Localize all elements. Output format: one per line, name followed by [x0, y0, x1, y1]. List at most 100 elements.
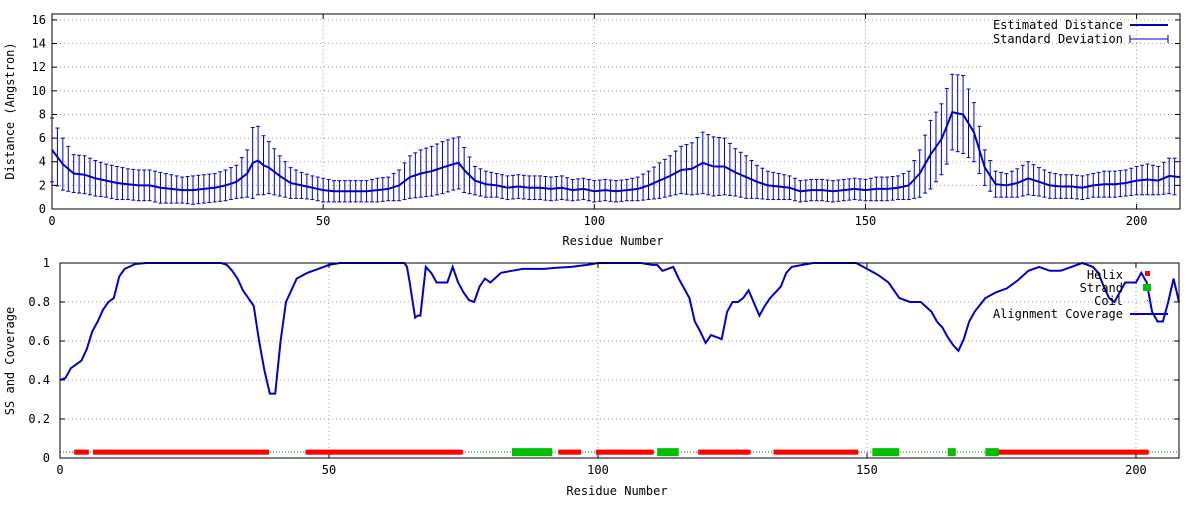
helix-marker-228 [1042, 449, 1047, 455]
helix-marker-257 [1120, 449, 1125, 455]
helix-marker-164 [717, 449, 722, 455]
coverage-legend: Helix Strand Coil Alignment Coverage [993, 268, 1168, 321]
helix-marker-14 [117, 449, 122, 455]
coverage-grid [60, 263, 1179, 458]
helix-marker-167 [725, 449, 730, 455]
helix-marker-123 [448, 449, 453, 455]
helix-marker-99 [383, 449, 388, 455]
helix-marker-72 [310, 449, 315, 455]
helix-marker-180 [784, 449, 789, 455]
helix-marker-127 [458, 449, 463, 455]
helix-marker-44 [197, 449, 202, 455]
distance-y-tick-label-5: 10 [32, 84, 46, 98]
coverage-y-axis-label: SS and Coverage [3, 307, 17, 415]
helix-marker-90 [359, 449, 364, 455]
helix-marker-142 [612, 449, 617, 455]
coverage-x-tick-label-1: 50 [322, 463, 336, 477]
helix-marker-33 [168, 449, 173, 455]
helix-marker-170 [733, 449, 738, 455]
coverage-y-tick-label-0: 0 [43, 451, 50, 465]
helix-marker-231 [1050, 449, 1055, 455]
helix-marker-67 [259, 449, 264, 455]
helix-marker-115 [426, 449, 431, 455]
helix-marker-15 [119, 449, 124, 455]
coverage-x-ticks: 0 50 100 150 200 [56, 263, 1147, 477]
helix-marker-25 [146, 449, 151, 455]
helix-marker-187 [803, 449, 808, 455]
helix-marker-1 [76, 449, 81, 455]
helix-marker-224 [1031, 449, 1036, 455]
distance-legend: Estimated Distance Standard Deviation [993, 18, 1169, 46]
helix-marker-189 [808, 449, 813, 455]
helix-marker-156 [649, 449, 654, 455]
helix-marker-259 [1125, 449, 1130, 455]
helix-marker-200 [838, 449, 843, 455]
helix-marker-239 [1072, 449, 1077, 455]
helix-marker-111 [415, 449, 420, 455]
helix-marker-41 [189, 449, 194, 455]
helix-marker-134 [574, 449, 579, 455]
helix-marker-19 [130, 449, 135, 455]
helix-marker-243 [1082, 449, 1087, 455]
helix-marker-178 [778, 449, 783, 455]
legend-strand-swatch [1143, 284, 1151, 291]
helix-marker-112 [418, 449, 423, 455]
helix-marker-148 [628, 449, 633, 455]
coverage-y-tick-label-1: 0.2 [28, 412, 50, 426]
helix-marker-39 [184, 449, 189, 455]
helix-marker-28 [154, 449, 159, 455]
helix-marker-234 [1058, 449, 1063, 455]
helix-marker-2 [79, 449, 84, 455]
helix-marker-74 [316, 449, 321, 455]
helix-marker-31 [162, 449, 167, 455]
helix-marker-119 [437, 449, 442, 455]
helix-marker-120 [439, 449, 444, 455]
strand-marker-0 [511, 448, 553, 457]
helix-marker-94 [370, 449, 375, 455]
legend-standard-deviation-swatch [1129, 35, 1169, 43]
helix-marker-136 [595, 449, 600, 455]
helix-marker-242 [1080, 449, 1085, 455]
helix-marker-218 [1015, 449, 1020, 455]
helix-marker-37 [179, 449, 184, 455]
coverage-y-tick-label-4: 0.8 [28, 295, 50, 309]
distance-y-tick-label-3: 6 [39, 131, 46, 145]
helix-marker-96 [375, 449, 380, 455]
helix-marker-21 [136, 449, 141, 455]
helix-marker-63 [248, 449, 253, 455]
helix-marker-131 [566, 449, 571, 455]
helix-marker-124 [450, 449, 455, 455]
helix-marker-71 [308, 449, 313, 455]
helix-marker-229 [1045, 449, 1050, 455]
helix-marker-18 [127, 449, 132, 455]
helix-marker-125 [453, 449, 458, 455]
helix-marker-212 [999, 449, 1004, 455]
helix-marker-110 [413, 449, 418, 455]
coverage-y-tick-label-2: 0.4 [28, 373, 50, 387]
helix-marker-233 [1055, 449, 1060, 455]
helix-marker-0 [74, 449, 79, 455]
distance-x-tick-label-1: 50 [316, 214, 330, 228]
helix-marker-185 [797, 449, 802, 455]
helix-marker-220 [1020, 449, 1025, 455]
helix-marker-150 [633, 449, 638, 455]
helix-marker-217 [1012, 449, 1017, 455]
helix-marker-34 [170, 449, 175, 455]
helix-marker-24 [144, 449, 149, 455]
helix-marker-225 [1034, 449, 1039, 455]
distance-y-tick-label-1: 2 [39, 178, 46, 192]
helix-marker-87 [351, 449, 356, 455]
helix-marker-145 [620, 449, 625, 455]
helix-marker-79 [329, 449, 334, 455]
helix-marker-13 [114, 449, 119, 455]
helix-marker-7 [98, 449, 103, 455]
helix-marker-179 [781, 449, 786, 455]
helix-marker-143 [614, 449, 619, 455]
helix-marker-250 [1101, 449, 1106, 455]
legend-coil-swatch [1147, 300, 1148, 301]
distance-x-tick-label-0: 0 [48, 214, 55, 228]
helix-marker-177 [776, 449, 781, 455]
helix-marker-198 [832, 449, 837, 455]
helix-marker-230 [1047, 449, 1052, 455]
